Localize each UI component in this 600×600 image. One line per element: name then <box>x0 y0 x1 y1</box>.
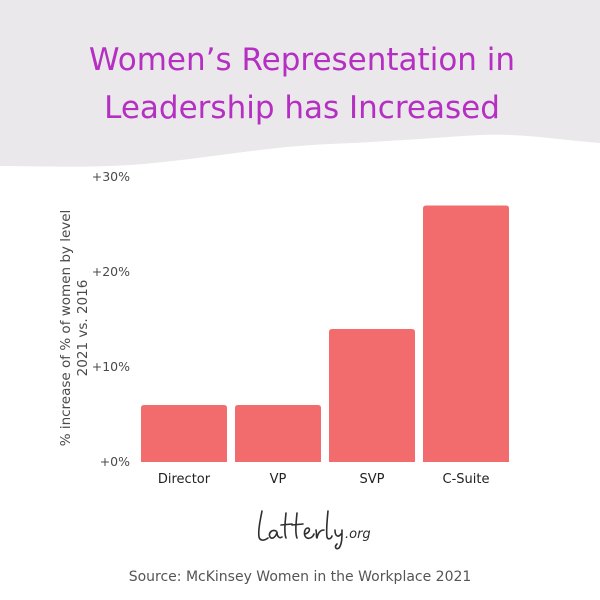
y-tick-label: +0% <box>100 454 130 469</box>
latterly-logo: .org <box>257 510 371 550</box>
header-background <box>0 0 600 167</box>
bar <box>329 329 415 462</box>
x-tick-label: VP <box>270 472 287 487</box>
title-line-1: Women’s Representation in <box>88 42 516 78</box>
y-tick-label: +20% <box>92 264 130 279</box>
y-tick-label: +10% <box>92 359 130 374</box>
source-caption: Source: McKinsey Women in the Workplace … <box>128 569 472 585</box>
x-tick-label: Director <box>158 472 211 487</box>
y-tick-label: +30% <box>92 169 130 184</box>
x-tick-label: C-Suite <box>443 472 490 487</box>
title-line-2: Leadership has Increased <box>104 90 500 126</box>
bar <box>423 205 509 462</box>
page-title: Women’s Representation in Leadership has… <box>0 36 600 132</box>
bar <box>141 405 227 462</box>
y-axis-label: % increase of % of women by level 2021 v… <box>58 148 92 508</box>
bar-chart: +0% +10% +20% +30% Director VP SVP C-Suite <box>92 169 509 487</box>
y-axis-label-line-1: % increase of % of women by level <box>58 209 74 447</box>
svg-text:.org: .org <box>345 527 371 542</box>
bar <box>235 405 321 462</box>
y-axis-label-line-2: 2021 vs. 2016 <box>75 279 91 377</box>
x-tick-label: SVP <box>360 472 385 487</box>
